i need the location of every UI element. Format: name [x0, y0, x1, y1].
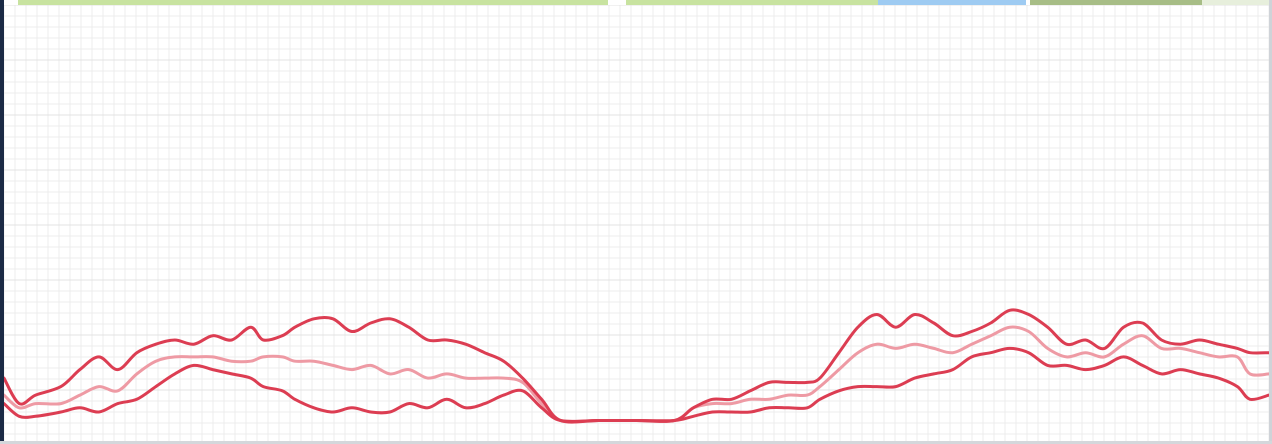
map-strip	[4, 0, 1269, 5]
map-strip-segment-3	[878, 0, 1026, 5]
left-window-edge	[0, 0, 4, 444]
series-line-lower	[4, 346, 1269, 423]
map-strip-segment-1	[18, 0, 608, 5]
series-line-upper	[4, 308, 1269, 424]
right-window-edge	[1269, 0, 1272, 444]
map-strip-segment-4	[1030, 0, 1202, 5]
grid	[4, 5, 1269, 441]
map-strip-segment-2	[626, 0, 878, 5]
map-strip-segment-5	[1202, 0, 1269, 5]
bottom-window-edge	[0, 441, 1272, 444]
series-lines	[4, 308, 1269, 424]
line-chart	[4, 5, 1269, 441]
